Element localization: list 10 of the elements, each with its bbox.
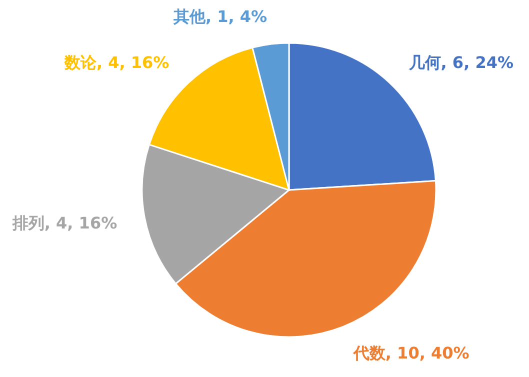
slice-label: 排列 (12, 213, 44, 232)
data-label: , 4, 16% (44, 213, 118, 232)
slice-label: 代数 (353, 343, 386, 362)
data-label: , 4, 16% (96, 53, 170, 72)
slice-label: 其他 (173, 6, 206, 26)
slice-label: 几何 (408, 53, 441, 72)
data-label: , 10, 40% (385, 343, 470, 362)
data-label: , 1, 4% (205, 6, 268, 26)
data-label: , 6, 24% (440, 53, 514, 72)
slice-label: 数论 (64, 53, 96, 72)
